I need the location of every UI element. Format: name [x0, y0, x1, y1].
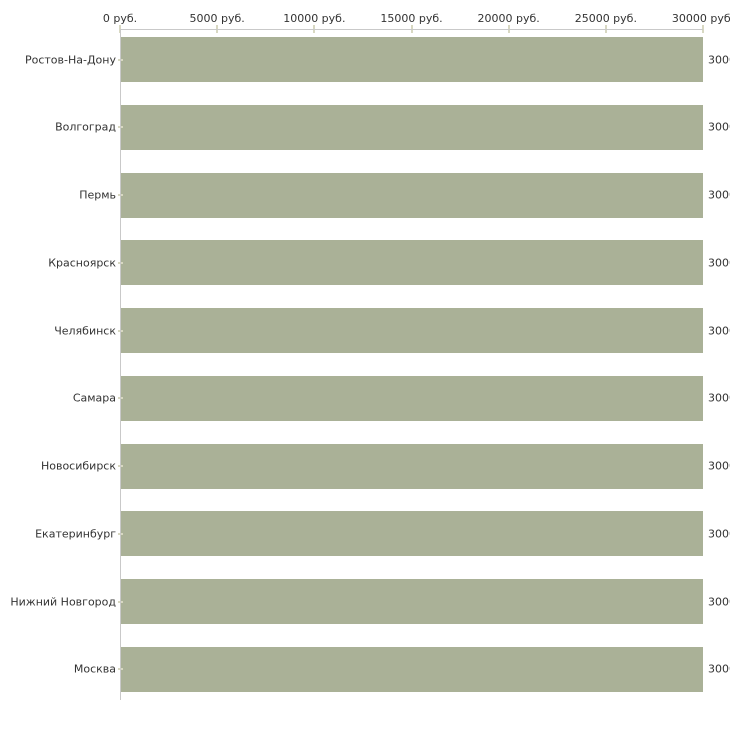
- category-label: Москва: [73, 662, 116, 676]
- x-axis-tick-label: 20000 руб.: [477, 12, 540, 25]
- category-label: Челябинск: [54, 324, 116, 338]
- bar-row: Новосибирск 30000 руб.: [41, 443, 730, 489]
- x-axis-labels: 0 руб. 5000 руб. 10000 руб. 15000 руб. 20000…: [103, 12, 730, 26]
- bar-value-label: 30000 руб.: [708, 256, 730, 270]
- bar-value-label: 30000 руб.: [708, 391, 730, 405]
- bar: [120, 104, 703, 150]
- bar-rows: Ростов-На-Дону 30000 руб. Волгоград 3000…: [10, 29, 730, 700]
- bar-row: Пермь 30000 руб.: [79, 172, 730, 218]
- bar-row: Волгоград 30000 руб.: [55, 104, 730, 150]
- category-label: Ростов-На-Дону: [24, 53, 116, 66]
- category-label: Пермь: [79, 188, 116, 202]
- bar: [120, 579, 703, 625]
- bar: [120, 646, 703, 692]
- bar: [120, 375, 703, 421]
- category-label: Екатеринбург: [35, 527, 116, 541]
- bar-value-label: 30000 руб.: [708, 53, 730, 66]
- bar: [120, 443, 703, 489]
- x-axis-tick-label: 15000 руб.: [380, 12, 443, 25]
- bar: [120, 308, 703, 354]
- bar-row: Екатеринбург 30000 руб.: [35, 511, 730, 557]
- bar-value-label: 30000 руб.: [708, 527, 730, 541]
- x-axis-tick-label: 30000 руб.: [671, 12, 730, 25]
- x-axis-tick-mark: [702, 25, 704, 33]
- bar-row: Нижний Новгород 30000 руб.: [10, 579, 730, 625]
- bar-value-label: 30000 руб.: [708, 324, 730, 338]
- bar-row: Красноярск 30000 руб.: [48, 240, 730, 286]
- bar-row: Ростов-На-Дону 30000 руб.: [25, 37, 730, 82]
- x-axis-tick-label: 5000 руб.: [189, 12, 245, 25]
- bar-value-label: 30000 руб.: [708, 459, 730, 473]
- bar: [120, 511, 703, 557]
- x-axis-line: [120, 29, 703, 30]
- category-label: Красноярск: [48, 256, 116, 270]
- x-axis-tick-label: 10000 руб.: [283, 12, 346, 25]
- category-label: Нижний Новгород: [10, 595, 116, 609]
- bar-value-label: 30000 руб.: [708, 120, 730, 134]
- bar-row: Самара 30000 руб.: [73, 375, 730, 421]
- category-label: Самара: [72, 391, 116, 405]
- bar: [120, 172, 703, 218]
- bar: [120, 240, 703, 286]
- bar-row: Челябинск 30000 руб.: [54, 308, 730, 354]
- x-axis-tick-label: 25000 руб.: [574, 12, 637, 25]
- bar-row: Москва 30000 руб.: [74, 646, 730, 692]
- y-axis-line: [120, 29, 121, 700]
- bar: [120, 37, 703, 82]
- category-label: Новосибирск: [40, 459, 116, 473]
- bar-value-label: 30000 руб.: [708, 188, 730, 202]
- category-label: Волгоград: [55, 120, 116, 134]
- bar-value-label: 30000 руб.: [708, 662, 730, 676]
- x-axis-tick-label: 0 руб.: [102, 12, 138, 25]
- bar-value-label: 30000 руб.: [708, 595, 730, 609]
